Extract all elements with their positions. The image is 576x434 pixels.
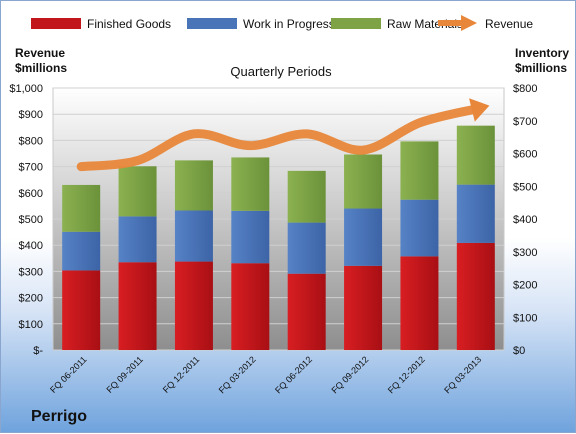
- x-tick-label: FQ 06-2012: [273, 354, 314, 395]
- bar-work-in-progress: [400, 199, 439, 257]
- y-right-ticks: $0 $100 $200 $300 $400 $500 $600 $700 $800: [513, 83, 537, 357]
- bar-raw-materials: [231, 157, 270, 211]
- y-left-label-line1: Revenue: [15, 46, 65, 60]
- bar-raw-materials: [287, 170, 326, 223]
- bar-finished-goods: [118, 262, 157, 350]
- x-tick-label: FQ 03-2012: [217, 354, 258, 395]
- bar-finished-goods: [62, 270, 101, 350]
- y-right-label-line2: $millions: [515, 61, 567, 75]
- legend-label-finished-goods: Finished Goods: [87, 17, 171, 31]
- x-tick-label: FQ 09-2012: [329, 354, 370, 395]
- bar-raw-materials: [174, 160, 213, 211]
- y-right-tick-label: $600: [513, 149, 537, 161]
- legend-swatch-raw-materials: [331, 18, 381, 29]
- y-left-tick-label: $400: [19, 240, 43, 252]
- y-left-tick-label: $1,000: [9, 83, 43, 95]
- y-right-tick-label: $100: [513, 312, 537, 324]
- company-name: Perrigo: [31, 408, 88, 425]
- y-right-tick-label: $400: [513, 214, 537, 226]
- bar-work-in-progress: [231, 210, 270, 264]
- y-left-tick-label: $300: [19, 266, 43, 278]
- bar-finished-goods: [287, 273, 326, 350]
- bar-work-in-progress: [62, 231, 101, 271]
- revenue-line: [76, 104, 481, 172]
- bar-work-in-progress: [118, 216, 157, 263]
- y-right-label-line1: Inventory: [515, 46, 569, 60]
- bar-finished-goods: [344, 265, 383, 350]
- x-tick-labels: FQ 06-2011 FQ 09-2011 FQ 12-2011 FQ 03-2012…: [48, 354, 483, 395]
- bar-raw-materials: [118, 166, 157, 217]
- y-left-ticks: $- $100 $200 $300 $400 $500 $600 $700 $800 $900 $1…: [9, 83, 43, 357]
- y-left-tick-label: $700: [19, 162, 43, 174]
- y-left-tick-label: $600: [19, 188, 43, 200]
- bar-finished-goods: [400, 256, 439, 350]
- bars: [62, 125, 495, 350]
- y-left-tick-label: $900: [19, 109, 43, 121]
- x-tick-label: FQ 06-2011: [48, 354, 89, 395]
- y-right-tick-label: $200: [513, 280, 537, 292]
- legend-label-revenue: Revenue: [485, 17, 533, 31]
- bar-finished-goods: [174, 261, 213, 350]
- y-left-tick-label: $500: [19, 214, 43, 226]
- y-right-tick-label: $800: [513, 83, 537, 95]
- x-tick-label: FQ 12-2011: [161, 354, 202, 395]
- legend-swatch-revenue-arrow: [461, 15, 477, 31]
- y-left-tick-label: $-: [33, 345, 43, 357]
- y-right-tick-label: $500: [513, 181, 537, 193]
- bar-finished-goods: [231, 263, 270, 350]
- legend-swatch-finished-goods: [31, 18, 81, 29]
- revenue-arrowhead: [469, 98, 490, 122]
- legend-label-work-in-progress: Work in Progress: [243, 17, 335, 31]
- bar-work-in-progress: [174, 210, 213, 262]
- bar-raw-materials: [456, 125, 495, 185]
- bar-raw-materials: [344, 154, 383, 209]
- bar-finished-goods: [456, 242, 495, 350]
- bar-work-in-progress: [344, 208, 383, 266]
- y-right-tick-label: $700: [513, 116, 537, 128]
- x-tick-label: FQ 09-2011: [104, 354, 145, 395]
- revenue-line-group: [76, 98, 490, 172]
- y-left-tick-label: $800: [19, 135, 43, 147]
- legend-swatch-work-in-progress: [187, 18, 237, 29]
- bar-work-in-progress: [456, 184, 495, 243]
- bar-raw-materials: [62, 184, 101, 232]
- bar-raw-materials: [400, 141, 439, 200]
- y-left-tick-label: $200: [19, 293, 43, 305]
- y-left-tick-label: $100: [19, 319, 43, 331]
- legend: Finished Goods Work in Progress Raw Mate…: [31, 15, 533, 31]
- x-tick-label: FQ 03-2013: [442, 354, 483, 395]
- bar-work-in-progress: [287, 222, 326, 274]
- y-right-tick-label: $0: [513, 345, 525, 357]
- y-right-tick-label: $300: [513, 247, 537, 259]
- y-left-label-line2: $millions: [15, 61, 67, 75]
- chart-title: Quarterly Periods: [230, 64, 332, 79]
- x-tick-label: FQ 12-2012: [386, 354, 427, 395]
